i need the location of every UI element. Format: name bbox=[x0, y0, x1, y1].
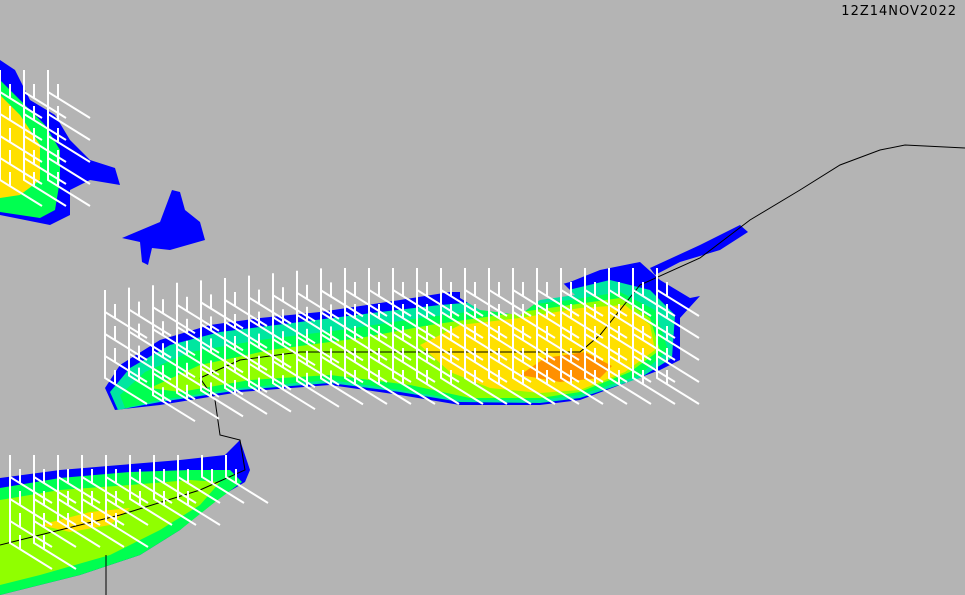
wind-barb bbox=[464, 356, 508, 405]
wind-barb bbox=[225, 455, 269, 504]
wind-barb bbox=[104, 290, 148, 339]
st-lawrence-river bbox=[650, 225, 748, 275]
wind-barb bbox=[392, 356, 436, 405]
wind-barb bbox=[104, 356, 148, 405]
wind-barb bbox=[201, 455, 245, 504]
wind-barb bbox=[296, 358, 340, 408]
wind-barb bbox=[560, 356, 604, 405]
wind-barb bbox=[608, 356, 652, 405]
wind-barb bbox=[176, 282, 220, 332]
wind-barb bbox=[0, 70, 43, 119]
wind-barb bbox=[81, 499, 125, 548]
wind-barb bbox=[33, 521, 77, 570]
wind-barb bbox=[105, 499, 149, 548]
valid-time-label: 12Z14NOV2022 bbox=[841, 4, 957, 19]
wind-barb bbox=[488, 356, 532, 405]
wind-barb bbox=[0, 114, 43, 163]
wind-barb bbox=[344, 356, 388, 405]
wind-barbs bbox=[0, 70, 700, 570]
wind-barb bbox=[0, 158, 43, 207]
wind-barb bbox=[440, 356, 484, 405]
wind-barb bbox=[128, 353, 172, 403]
us-canada-border bbox=[199, 144, 965, 379]
wind-barb bbox=[176, 370, 220, 420]
wind-barb bbox=[0, 136, 43, 185]
wind-barb bbox=[177, 477, 221, 526]
wind-barb bbox=[129, 477, 173, 526]
wind-barb bbox=[200, 368, 244, 418]
wind-barb bbox=[584, 356, 628, 405]
wind-barb bbox=[152, 373, 196, 423]
wind-barb bbox=[416, 356, 460, 405]
wind-barb bbox=[224, 366, 268, 415]
wind-barb bbox=[656, 356, 700, 405]
wind-barb bbox=[0, 92, 43, 141]
wind-barb bbox=[128, 287, 172, 337]
wind-barb bbox=[248, 363, 292, 413]
wind-barb bbox=[200, 280, 244, 330]
boundaries bbox=[0, 144, 965, 595]
wind-barb bbox=[153, 477, 197, 526]
wind-barb bbox=[23, 158, 67, 207]
niagara-border bbox=[0, 377, 246, 546]
wind-barb bbox=[536, 356, 580, 405]
wind-barb bbox=[47, 158, 91, 207]
wind-barb bbox=[57, 499, 101, 548]
wind-barb bbox=[272, 361, 316, 411]
wind-barb bbox=[512, 356, 556, 405]
lake-simcoe bbox=[122, 190, 205, 265]
wind-barb bbox=[152, 285, 196, 335]
wind-barb bbox=[368, 356, 412, 405]
wind-barb bbox=[320, 356, 364, 406]
wind-barb bbox=[632, 356, 676, 405]
wind-barb bbox=[9, 521, 53, 570]
